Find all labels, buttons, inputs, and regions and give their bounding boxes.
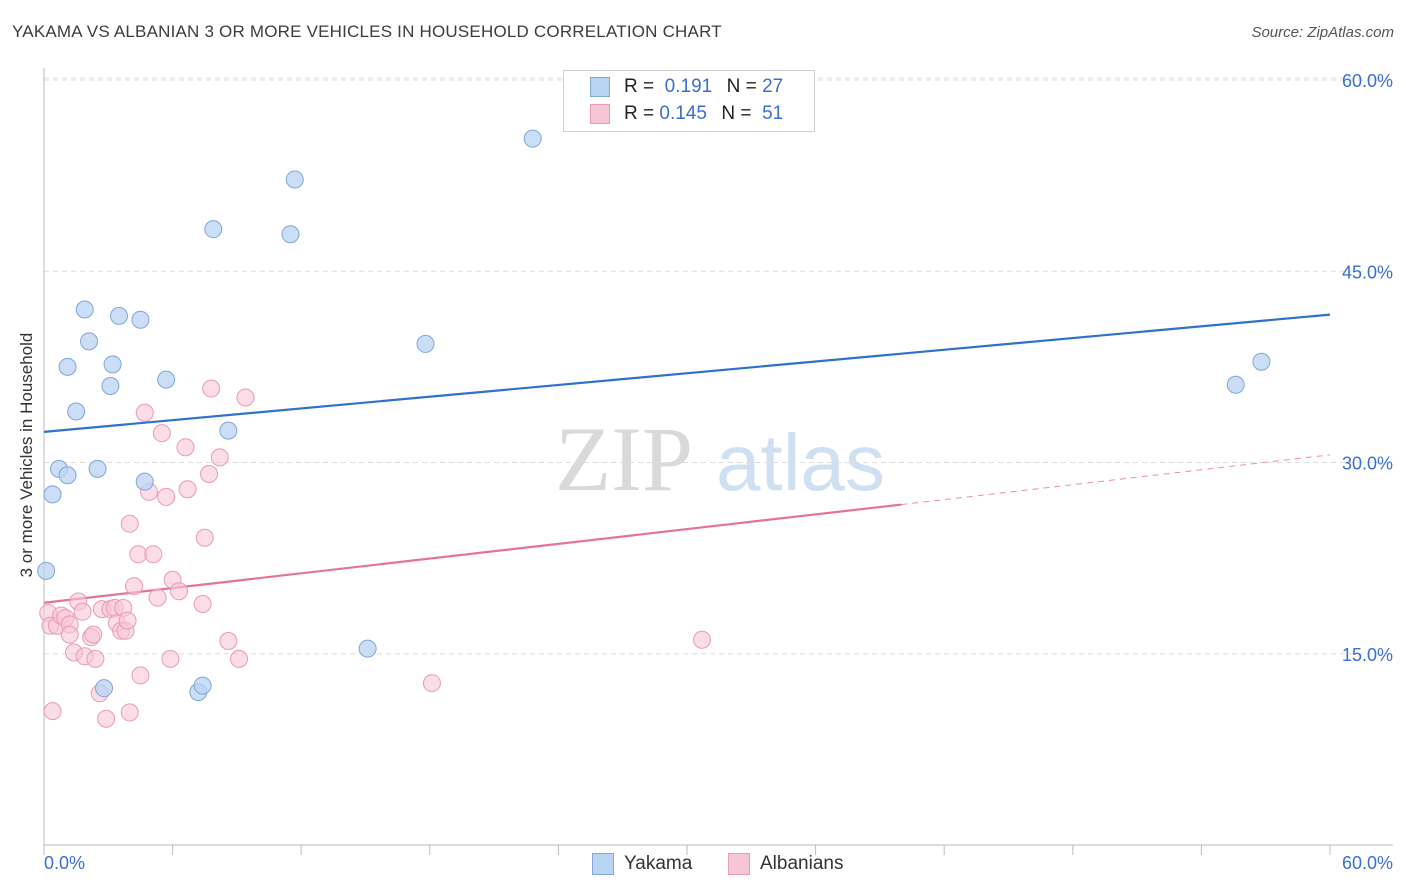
albanians-point: [43, 702, 62, 721]
watermark-zip: ZIP: [555, 408, 693, 510]
yakama-point: [110, 306, 129, 325]
watermark: ZIP atlas: [555, 408, 885, 510]
albanians-point: [219, 632, 238, 650]
albanians-point: [210, 448, 229, 467]
x-tick-label: 60.0%: [1342, 853, 1393, 873]
albanians-point: [84, 625, 103, 644]
yakama-point: [523, 129, 542, 148]
yakama-point: [95, 679, 114, 698]
albanians-trend-extension: [901, 454, 1331, 506]
yakama-point: [416, 334, 435, 353]
yakama-swatch-icon: [590, 77, 610, 97]
legend-label-yakama: Yakama: [624, 853, 693, 874]
y-tick-label: 45.0%: [1342, 262, 1393, 282]
y-tick-label: 30.0%: [1342, 454, 1393, 474]
albanians-point: [178, 480, 197, 499]
albanians-point: [148, 588, 167, 607]
yakama-point: [358, 639, 377, 658]
albanians-point: [135, 403, 154, 422]
albanians-point: [236, 388, 255, 407]
legend-label-albanians: Albanians: [760, 853, 844, 874]
albanians-point: [202, 379, 221, 398]
albanians-point: [86, 649, 105, 668]
grid-lines: [44, 77, 1393, 655]
yakama-point: [75, 300, 94, 319]
yakama-point: [281, 225, 300, 244]
albanians-point: [176, 438, 195, 457]
albanians-trend-line: [43, 503, 902, 604]
y-tick-label: 60.0%: [1342, 71, 1393, 91]
albanians-point: [129, 545, 148, 564]
legend-r-label: R =: [624, 76, 655, 97]
yakama-legend-icon: [592, 853, 614, 875]
albanians-point: [60, 625, 79, 644]
albanians-point: [693, 630, 712, 649]
albanians-point: [125, 577, 144, 596]
legend-row-yakama: R = 0.191 N = 27: [590, 75, 783, 99]
axes: [43, 68, 1393, 855]
albanians-point: [120, 703, 139, 722]
legend-n-label: N =: [726, 76, 757, 97]
albanians-point: [73, 602, 92, 621]
trend-lines: [43, 313, 1331, 604]
yakama-point: [193, 676, 212, 695]
albanians-legend-icon: [728, 853, 750, 875]
legend-row-albanians: R = 0.145 N = 51: [590, 102, 783, 126]
yakama-point: [204, 220, 223, 239]
yakama-point: [43, 485, 62, 504]
yakama-point: [1226, 375, 1245, 394]
albanians-point: [152, 424, 171, 443]
albanians-point: [170, 582, 189, 601]
yakama-point: [37, 561, 56, 580]
yakama-point: [157, 370, 176, 389]
yakama-point: [58, 466, 77, 485]
tick-labels: 15.0% 30.0% 45.0% 60.0% 0.0% 60.0%: [44, 71, 1393, 873]
albanians-point: [200, 464, 219, 483]
albanians-point: [131, 666, 150, 685]
y-tick-label: 15.0%: [1342, 645, 1393, 665]
albanians-point: [422, 674, 441, 693]
legend-n-value: 51: [762, 103, 784, 124]
legend-r-value: 0.191: [664, 76, 713, 97]
legend-n-value: 27: [762, 76, 784, 97]
albanians-point: [195, 528, 214, 547]
yakama-point: [285, 170, 304, 189]
yakama-point: [1252, 352, 1271, 371]
albanians-point: [118, 611, 137, 630]
legend-item-yakama: Yakama: [592, 851, 692, 877]
legend-item-albanians: Albanians: [728, 851, 843, 877]
yakama-point: [103, 355, 122, 374]
albanians-point: [193, 595, 212, 614]
albanians-point: [161, 649, 180, 668]
yakama-trend-line: [43, 313, 1331, 433]
yakama-point: [58, 357, 77, 376]
albanians-point: [97, 709, 116, 728]
albanians-point: [120, 514, 139, 533]
data-points: [37, 129, 1271, 728]
yakama-point: [88, 459, 107, 478]
legend-r-value: 0.145: [659, 103, 707, 124]
yakama-point: [101, 377, 120, 395]
yakama-point: [131, 310, 150, 329]
albanians-swatch-icon: [590, 104, 610, 124]
yakama-point: [135, 472, 154, 491]
yakama-point: [219, 421, 238, 440]
albanians-point: [230, 649, 249, 668]
chart-title: YAKAMA VS ALBANIAN 3 OR MORE VEHICLES IN…: [12, 22, 722, 41]
yakama-point: [67, 402, 86, 421]
albanians-point: [144, 545, 163, 564]
legend-n-label: N =: [721, 103, 752, 124]
source-credit: Source: ZipAtlas.com: [1251, 24, 1394, 41]
albanians-point: [157, 487, 176, 506]
stats-legend: R = 0.191 N = 27 R = 0.145 N = 51: [563, 70, 815, 132]
x-tick-label: 0.0%: [44, 853, 85, 873]
legend-r-label: R =: [624, 103, 655, 124]
yakama-point: [80, 332, 99, 351]
